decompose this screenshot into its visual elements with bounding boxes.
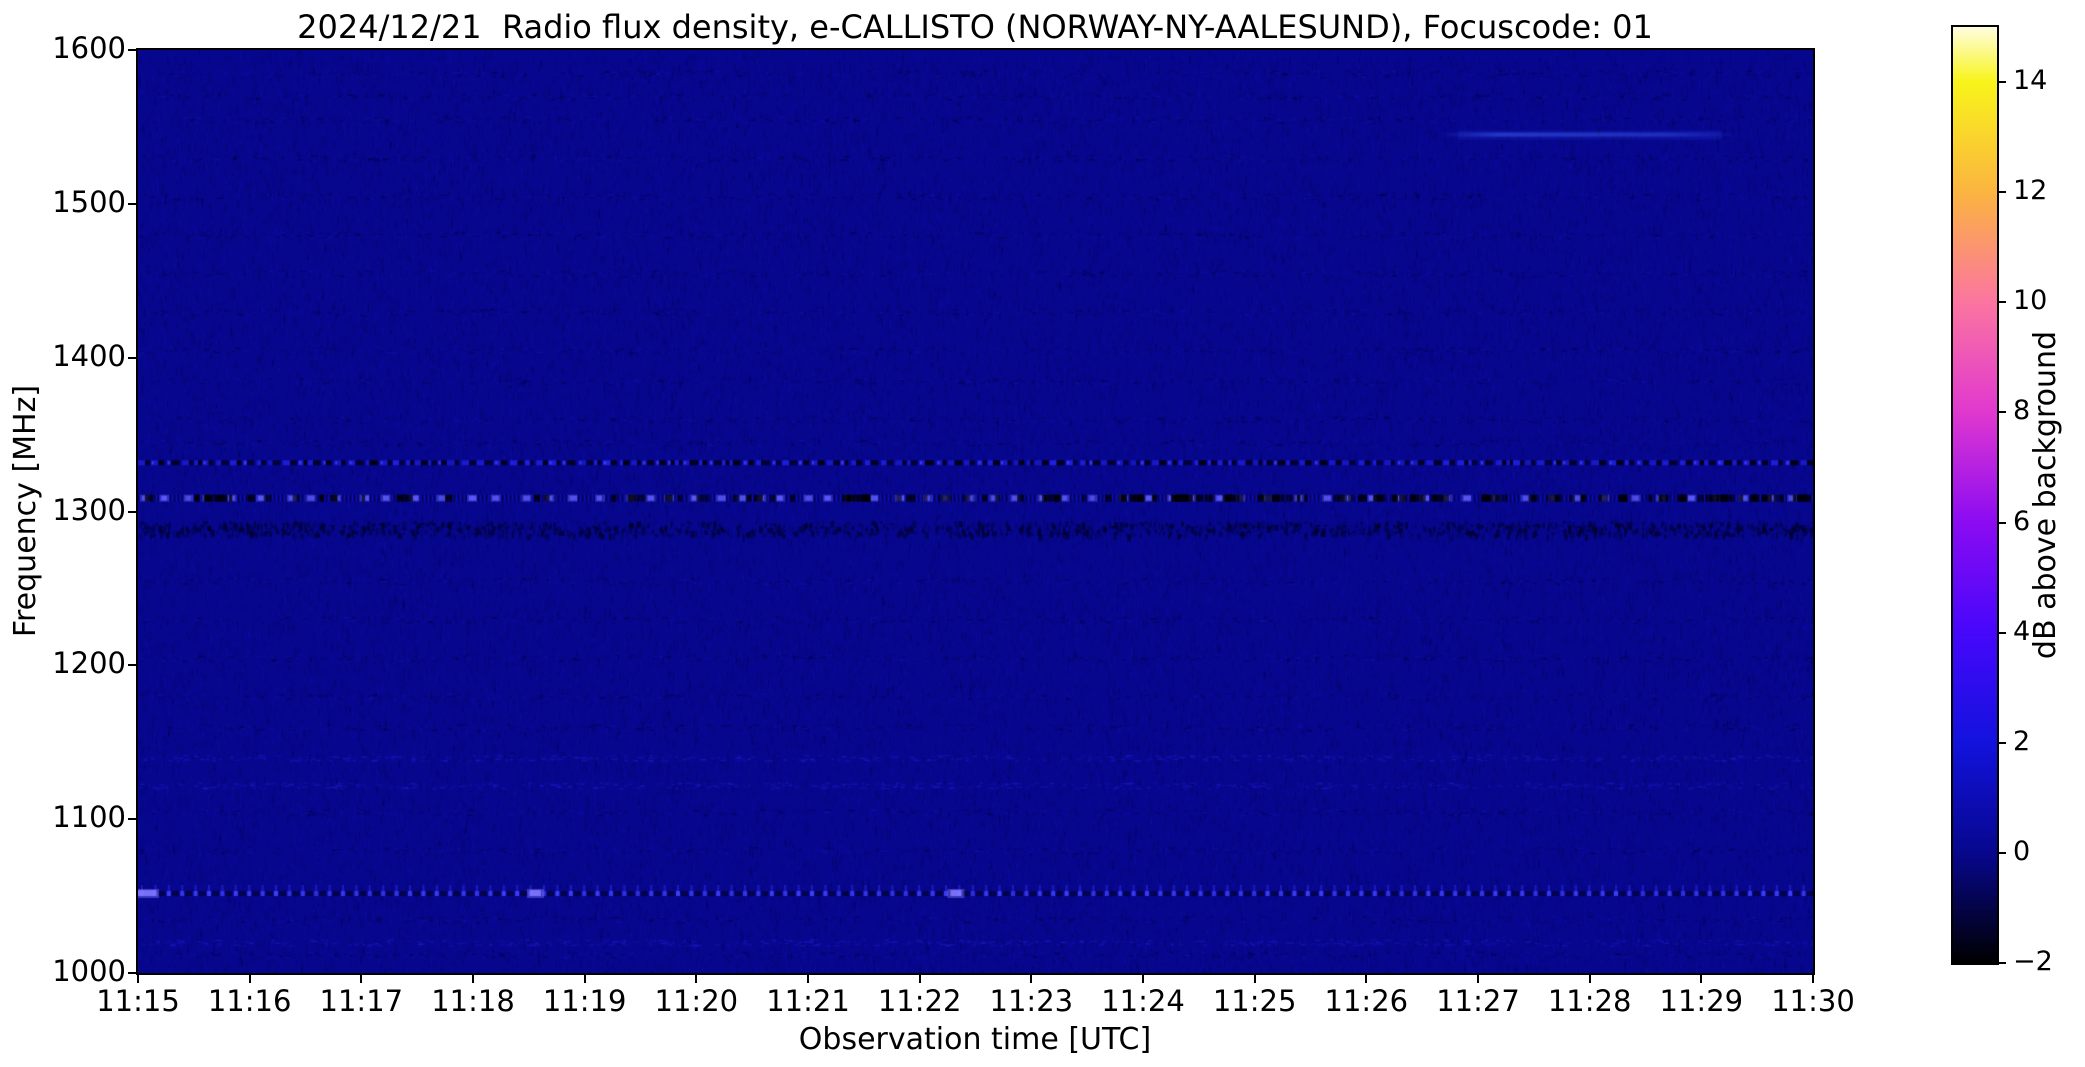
x-tick-label: 11:19 <box>542 984 627 1018</box>
colorbar-gradient <box>1951 25 1999 965</box>
y-tick-label: 1200 <box>52 646 126 681</box>
y-tick-label: 1300 <box>52 492 126 527</box>
chart-title: 2024/12/21 Radio flux density, e-CALLIST… <box>297 8 1653 46</box>
plot-area <box>136 48 1815 975</box>
x-tick-mark <box>1588 973 1591 983</box>
x-tick-mark <box>1477 973 1479 983</box>
x-tick-mark <box>1030 973 1033 983</box>
x-tick-label: 11:20 <box>654 984 739 1018</box>
x-tick-mark <box>360 973 363 983</box>
x-tick-label: 11:28 <box>1547 984 1632 1018</box>
colorbar-tick-label: 8 <box>2013 395 2031 427</box>
y-tick-mark <box>128 49 138 51</box>
x-tick-mark <box>1253 973 1256 983</box>
y-tick-label: 1500 <box>52 184 126 219</box>
colorbar-tick-label: 4 <box>2013 615 2031 647</box>
x-tick-mark <box>918 973 921 983</box>
colorbar-tick-mark <box>1997 301 2006 304</box>
colorbar-tick-label: 2 <box>2013 725 2031 757</box>
y-tick-mark <box>128 818 138 821</box>
colorbar-tick-mark <box>1997 191 2006 194</box>
spectrogram-canvas <box>138 50 1813 973</box>
x-tick-mark <box>472 973 474 983</box>
colorbar-tick-mark <box>1997 851 2006 854</box>
y-tick-mark <box>128 510 138 513</box>
x-tick-mark <box>807 973 809 983</box>
x-tick-label: 11:16 <box>207 984 292 1018</box>
colorbar-tick-mark <box>1997 81 2006 84</box>
x-tick-label: 11:18 <box>431 984 515 1018</box>
x-tick-mark <box>137 973 139 983</box>
colorbar-label: dB above background <box>2028 330 2063 660</box>
x-tick-mark <box>1812 973 1814 983</box>
colorbar-tick-label: 14 <box>2013 65 2048 97</box>
y-tick-mark <box>128 664 138 667</box>
x-tick-mark <box>1700 973 1703 983</box>
x-tick-mark <box>695 973 698 983</box>
x-tick-label: 11:22 <box>877 984 962 1018</box>
x-tick-label: 11:25 <box>1212 984 1297 1018</box>
x-tick-mark <box>1365 973 1368 983</box>
colorbar-tick-mark <box>1997 962 2006 964</box>
colorbar-tick-mark <box>1997 741 2006 744</box>
x-axis-label: Observation time [UTC] <box>798 1022 1152 1057</box>
colorbar-tick-mark <box>1997 631 2006 634</box>
x-tick-label: 11:17 <box>319 984 404 1018</box>
colorbar-tick-label: 12 <box>2013 175 2048 207</box>
colorbar-tick-label: 0 <box>2013 835 2031 867</box>
x-tick-label: 11:27 <box>1436 984 1520 1018</box>
x-tick-label: 11:21 <box>766 984 850 1018</box>
y-tick-label: 1400 <box>52 338 126 373</box>
x-tick-label: 11:30 <box>1771 984 1855 1018</box>
colorbar-tick-label: 6 <box>2013 505 2031 537</box>
x-tick-label: 11:29 <box>1659 984 1744 1018</box>
x-tick-label: 11:24 <box>1101 984 1185 1018</box>
x-tick-label: 11:23 <box>989 984 1074 1018</box>
colorbar-tick-mark <box>1997 521 2006 524</box>
x-tick-label: 11:26 <box>1324 984 1409 1018</box>
y-tick-mark <box>128 972 138 974</box>
x-tick-label: 11:15 <box>96 984 180 1018</box>
colorbar-tick-label: 10 <box>2013 285 2048 317</box>
x-tick-mark <box>583 973 586 983</box>
y-tick-label: 1100 <box>52 800 126 835</box>
y-tick-label: 1600 <box>52 31 126 65</box>
x-tick-mark <box>248 973 251 983</box>
y-tick-label: 1000 <box>52 954 126 988</box>
y-tick-mark <box>128 356 138 359</box>
colorbar-tick-label: −2 <box>2013 946 2053 977</box>
colorbar-tick-mark <box>1997 411 2006 414</box>
x-tick-mark <box>1142 973 1144 983</box>
y-tick-mark <box>128 202 138 205</box>
